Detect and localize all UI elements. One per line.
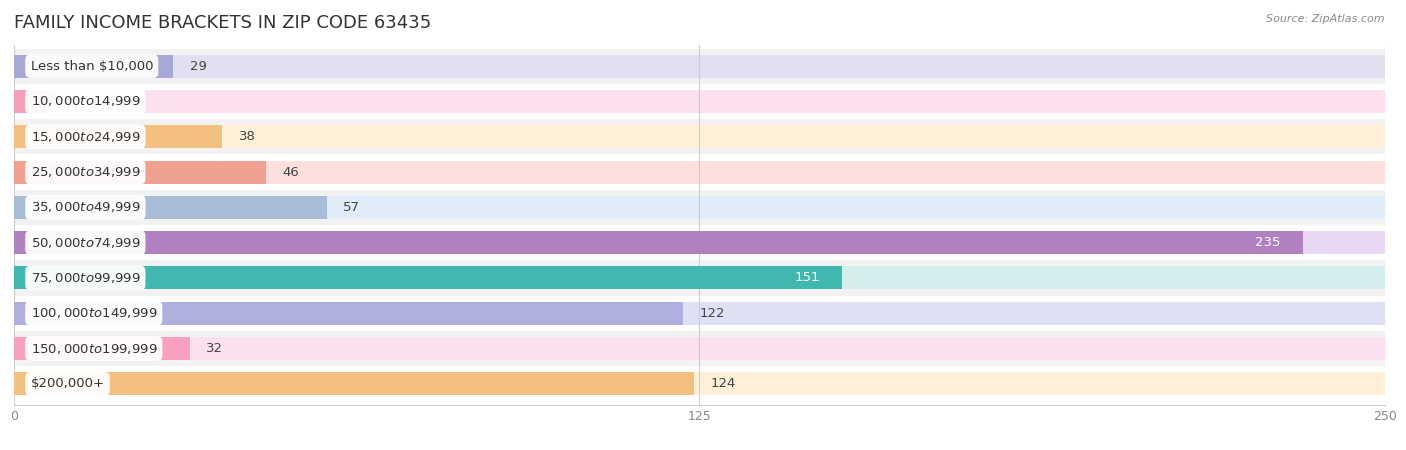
Text: 32: 32 xyxy=(207,342,224,355)
Bar xyxy=(14,372,1385,395)
Bar xyxy=(14,231,1385,254)
Bar xyxy=(14,260,1385,296)
Bar xyxy=(14,161,266,184)
Text: 57: 57 xyxy=(343,201,360,214)
Bar xyxy=(14,119,1385,154)
Text: $50,000 to $74,999: $50,000 to $74,999 xyxy=(31,236,141,250)
Text: Source: ZipAtlas.com: Source: ZipAtlas.com xyxy=(1267,14,1385,23)
Bar xyxy=(14,302,1385,325)
Bar xyxy=(14,331,1385,366)
Bar xyxy=(14,225,1385,260)
Bar xyxy=(14,196,1385,219)
Text: 122: 122 xyxy=(700,307,725,320)
Text: $25,000 to $34,999: $25,000 to $34,999 xyxy=(31,165,141,179)
Text: 124: 124 xyxy=(710,377,735,390)
Bar xyxy=(14,125,1385,148)
Text: FAMILY INCOME BRACKETS IN ZIP CODE 63435: FAMILY INCOME BRACKETS IN ZIP CODE 63435 xyxy=(14,14,432,32)
Bar xyxy=(14,55,1385,78)
Bar xyxy=(14,49,1385,84)
Text: $10,000 to $14,999: $10,000 to $14,999 xyxy=(31,94,141,108)
Text: 46: 46 xyxy=(283,166,299,179)
Text: $35,000 to $49,999: $35,000 to $49,999 xyxy=(31,200,141,214)
Bar xyxy=(14,125,222,148)
Text: 38: 38 xyxy=(239,130,256,143)
Text: 7: 7 xyxy=(69,95,77,108)
Text: 151: 151 xyxy=(794,271,820,284)
Bar xyxy=(14,154,1385,190)
Bar xyxy=(14,337,190,360)
Text: 235: 235 xyxy=(1256,236,1281,249)
Text: $75,000 to $99,999: $75,000 to $99,999 xyxy=(31,271,141,285)
Bar xyxy=(14,196,326,219)
Text: $15,000 to $24,999: $15,000 to $24,999 xyxy=(31,130,141,144)
Bar xyxy=(14,84,1385,119)
Bar xyxy=(14,337,1385,360)
Bar xyxy=(14,231,1303,254)
Bar xyxy=(14,90,52,113)
Bar xyxy=(14,296,1385,331)
Bar xyxy=(14,372,695,395)
Bar xyxy=(14,266,842,289)
Text: $150,000 to $199,999: $150,000 to $199,999 xyxy=(31,342,157,356)
Bar xyxy=(14,302,683,325)
Bar xyxy=(14,190,1385,225)
Bar xyxy=(14,266,1385,289)
Text: $200,000+: $200,000+ xyxy=(31,377,104,390)
Bar xyxy=(14,90,1385,113)
Text: 29: 29 xyxy=(190,60,207,73)
Text: Less than $10,000: Less than $10,000 xyxy=(31,60,153,73)
Text: $100,000 to $149,999: $100,000 to $149,999 xyxy=(31,306,157,320)
Bar xyxy=(14,161,1385,184)
Bar xyxy=(14,366,1385,401)
Bar xyxy=(14,55,173,78)
